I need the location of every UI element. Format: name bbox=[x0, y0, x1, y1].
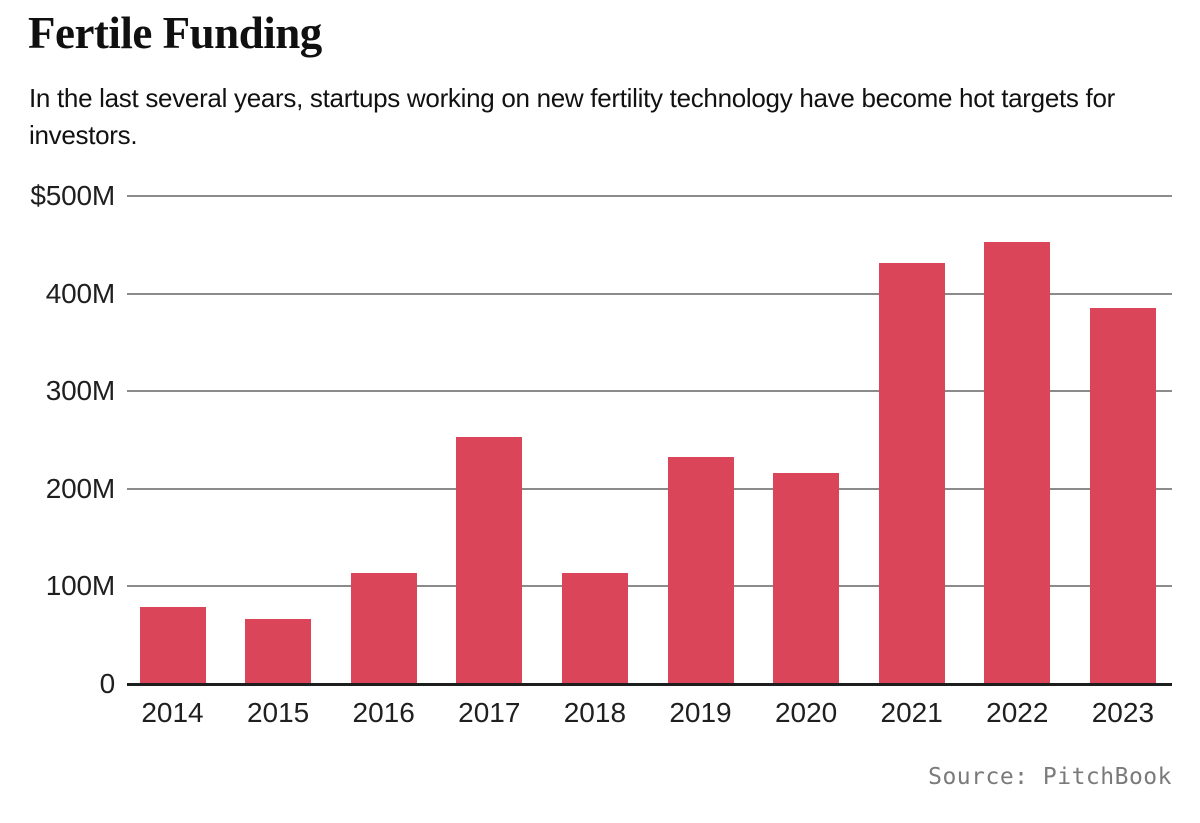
bar-2021 bbox=[878, 263, 945, 684]
bar-2016 bbox=[350, 572, 417, 684]
source-credit: Source: PitchBook bbox=[928, 764, 1172, 790]
bar-2015 bbox=[245, 618, 312, 684]
y-tick-label-500: $500M bbox=[30, 180, 115, 211]
bar-2022 bbox=[984, 241, 1051, 684]
y-tick-label-400: 400M bbox=[45, 277, 115, 309]
x-tick-label-2020: 2020 bbox=[774, 697, 838, 728]
x-tick-label-2019: 2019 bbox=[669, 697, 732, 728]
gridline-300 bbox=[127, 390, 1172, 393]
bar-2023 bbox=[1089, 308, 1156, 684]
x-axis-baseline bbox=[127, 683, 1172, 686]
x-tick-label-2015: 2015 bbox=[246, 697, 310, 728]
x-tick-label-2016: 2016 bbox=[352, 697, 415, 728]
x-tick-label-2014: 2014 bbox=[141, 697, 204, 728]
gridline-100 bbox=[127, 585, 1172, 588]
x-tick-label-2023: 2023 bbox=[1091, 697, 1155, 728]
x-tick-label-2022: 2022 bbox=[986, 697, 1049, 728]
y-tick-label-300: 300M bbox=[45, 375, 115, 407]
x-tick-label-2018: 2018 bbox=[563, 697, 627, 728]
bar-2020 bbox=[773, 473, 840, 684]
y-tick-label-200: 200M bbox=[45, 472, 115, 504]
bar-2019 bbox=[667, 456, 734, 684]
y-tick-label-0: 0 bbox=[99, 668, 116, 699]
gridline-500 bbox=[127, 195, 1172, 197]
bar-2018 bbox=[561, 572, 628, 684]
x-tick-label-2017: 2017 bbox=[458, 697, 521, 728]
gridline-200 bbox=[127, 487, 1172, 490]
chart-subtitle: In the last several years, startups work… bbox=[29, 83, 1115, 150]
y-tick-label-100: 100M bbox=[45, 570, 115, 602]
chart-title: Fertile Funding bbox=[28, 8, 322, 58]
gridline-400 bbox=[127, 292, 1172, 295]
bar-2014 bbox=[139, 606, 206, 684]
x-tick-label-2021: 2021 bbox=[880, 697, 943, 728]
bar-2017 bbox=[456, 437, 523, 684]
